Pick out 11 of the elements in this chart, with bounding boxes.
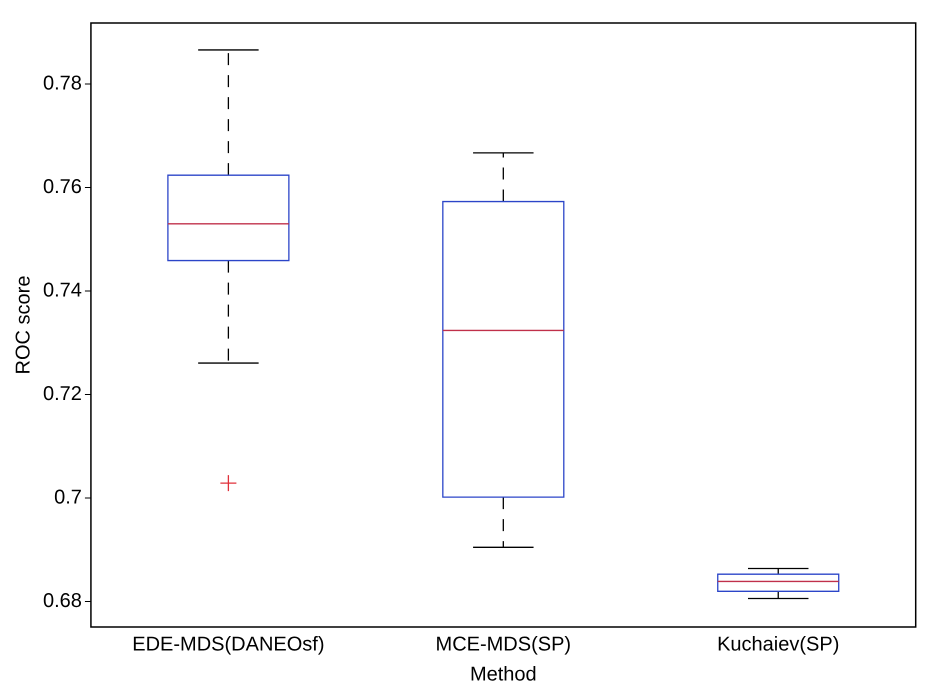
- y-tick-label: 0.74: [42, 280, 82, 302]
- x-tick-label: EDE-MDS(DANEOsf): [132, 634, 325, 656]
- y-axis-title: ROC score: [12, 276, 35, 374]
- y-tick-label: 0.78: [42, 72, 82, 95]
- x-axis-title: Method: [470, 664, 537, 686]
- y-tick-label: 0.72: [42, 383, 82, 406]
- y-tick-label: 0.76: [42, 176, 82, 198]
- y-tick-label: 0.68: [42, 590, 82, 612]
- y-tick-label: 0.7: [54, 486, 82, 509]
- x-tick-label: Kuchaiev(SP): [717, 634, 840, 656]
- x-tick-label: MCE-MDS(SP): [436, 634, 572, 656]
